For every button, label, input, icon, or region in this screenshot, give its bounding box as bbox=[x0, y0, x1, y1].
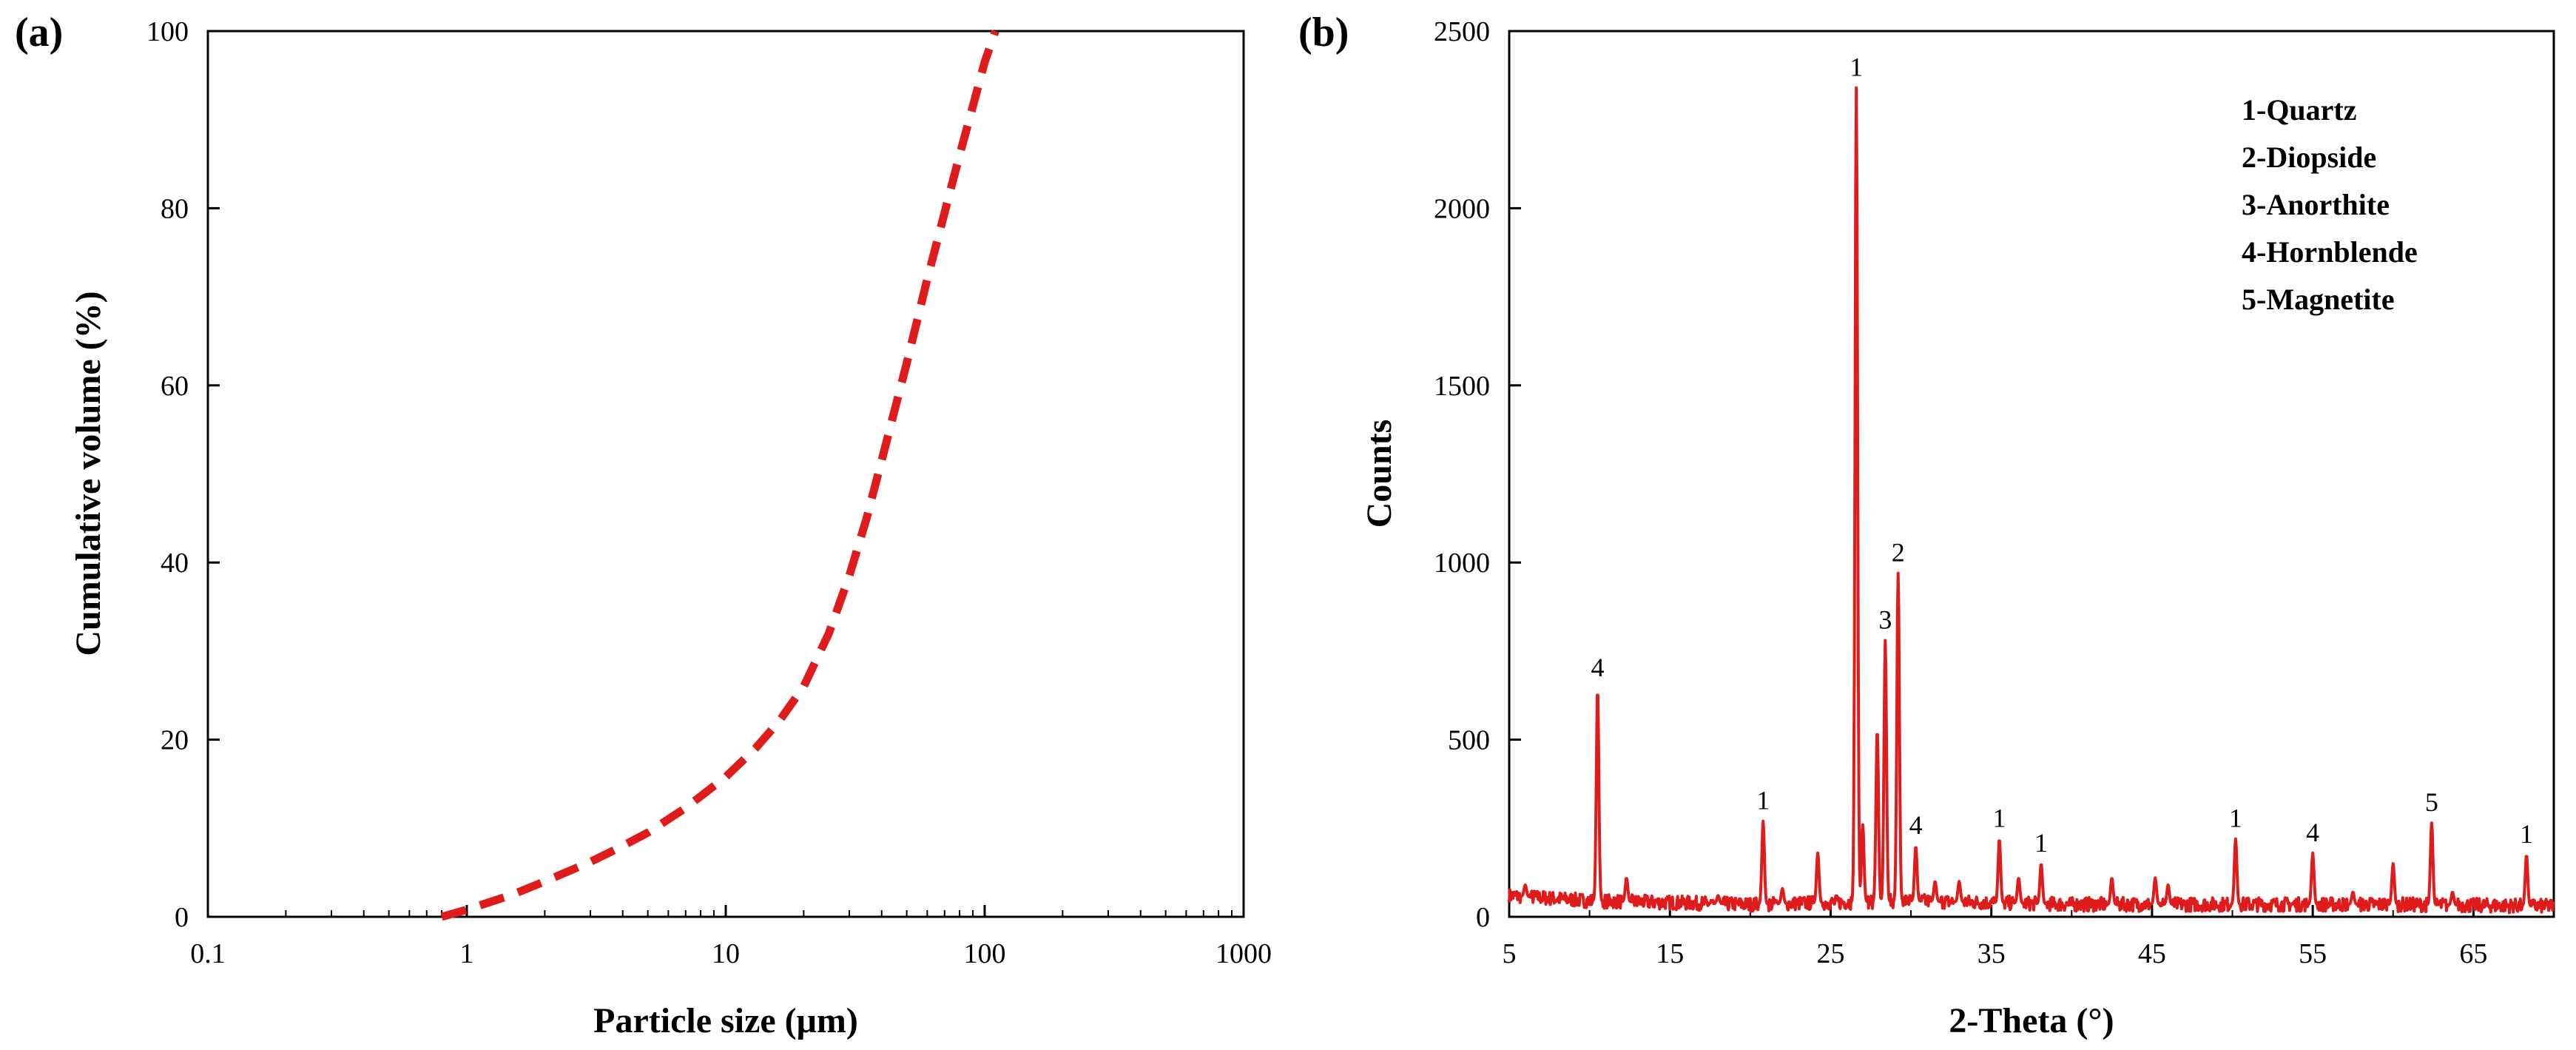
legend-entry: 2-Diopside bbox=[2242, 141, 2376, 174]
panel-a-y-axis-title: Cumulative volume (%) bbox=[69, 291, 108, 656]
panel-b-label: (b) bbox=[1298, 10, 1349, 55]
panel-a-x-ticks: 0.1 1 10 100 1000 bbox=[190, 905, 1272, 969]
legend-entry: 3-Anorthite bbox=[2242, 188, 2390, 221]
panel-a-plot-frame bbox=[206, 30, 1245, 918]
y-tick-label: 2500 bbox=[1434, 16, 1490, 47]
y-tick-label: 1000 bbox=[1434, 548, 1490, 579]
panel-b-plot-frame bbox=[1508, 30, 2555, 918]
panel-b-y-ticks: 0 500 1000 1500 2000 2500 bbox=[1434, 16, 1521, 933]
peak-label: 4 bbox=[1909, 810, 1923, 840]
x-tick-label: 0.1 bbox=[190, 938, 226, 969]
x-tick-label: 55 bbox=[2299, 938, 2327, 969]
y-tick-label: 0 bbox=[1476, 902, 1490, 933]
panel-b-y-axis-title: Counts bbox=[1360, 420, 1399, 528]
peak-label: 4 bbox=[1591, 653, 1604, 682]
peak-label: 5 bbox=[2425, 787, 2438, 817]
panel-a-y-ticks: 0 20 40 60 80 100 bbox=[146, 16, 220, 933]
peak-label: 2 bbox=[1892, 538, 1905, 568]
x-tick-label: 5 bbox=[1503, 938, 1517, 969]
panel-b-x-ticks: 5 15 25 35 45 55 65 bbox=[1503, 905, 2487, 969]
peak-label: 3 bbox=[1878, 605, 1892, 635]
panel-b-xrd-pattern bbox=[1508, 86, 2555, 915]
x-tick-label: 15 bbox=[1656, 938, 1684, 969]
legend-entry: 1-Quartz bbox=[2242, 93, 2357, 127]
panel-a: (a) 0.1 1 10 100 1000 0 20 40 60 80 100 Particle … bbox=[15, 10, 1272, 1040]
y-tick-label: 20 bbox=[161, 725, 189, 756]
panel-a-minor-ticks bbox=[285, 910, 1233, 917]
y-tick-label: 100 bbox=[146, 16, 189, 47]
peak-label: 1 bbox=[2229, 804, 2242, 833]
y-tick-label: 1500 bbox=[1434, 371, 1490, 402]
peak-label: 4 bbox=[2306, 818, 2319, 847]
x-tick-label: 100 bbox=[964, 938, 1006, 969]
x-tick-label: 1000 bbox=[1215, 938, 1272, 969]
panel-a-cumulative-curve bbox=[440, 30, 999, 921]
y-tick-label: 2000 bbox=[1434, 193, 1490, 224]
y-tick-label: 40 bbox=[161, 548, 189, 579]
panel-b-legend: 1-Quartz 2-Diopside 3-Anorthite 4-Hornblend… bbox=[2242, 93, 2418, 316]
x-tick-label: 35 bbox=[1977, 938, 2006, 969]
panel-b-x-axis-title: 2-Theta (°) bbox=[1949, 1001, 2114, 1040]
x-tick-label: 1 bbox=[460, 938, 474, 969]
y-tick-label: 500 bbox=[1448, 725, 1490, 756]
peak-label: 1 bbox=[2034, 828, 2048, 858]
peak-label: 1 bbox=[1850, 53, 1863, 82]
peak-label: 1 bbox=[1756, 786, 1770, 815]
y-tick-label: 60 bbox=[161, 371, 189, 402]
panel-a-label: (a) bbox=[15, 10, 63, 55]
x-tick-label: 45 bbox=[2138, 938, 2166, 969]
x-tick-label: 10 bbox=[712, 938, 740, 969]
peak-label: 1 bbox=[1993, 804, 2006, 833]
x-tick-label: 25 bbox=[1816, 938, 1844, 969]
legend-entry: 4-Hornblende bbox=[2242, 235, 2418, 269]
panel-a-x-axis-title: Particle size (μm) bbox=[593, 1001, 858, 1040]
y-tick-label: 80 bbox=[161, 193, 189, 224]
peak-label: 1 bbox=[2520, 819, 2533, 849]
y-tick-label: 0 bbox=[175, 902, 189, 933]
legend-entry: 5-Magnetite bbox=[2242, 283, 2395, 316]
x-tick-label: 65 bbox=[2459, 938, 2487, 969]
